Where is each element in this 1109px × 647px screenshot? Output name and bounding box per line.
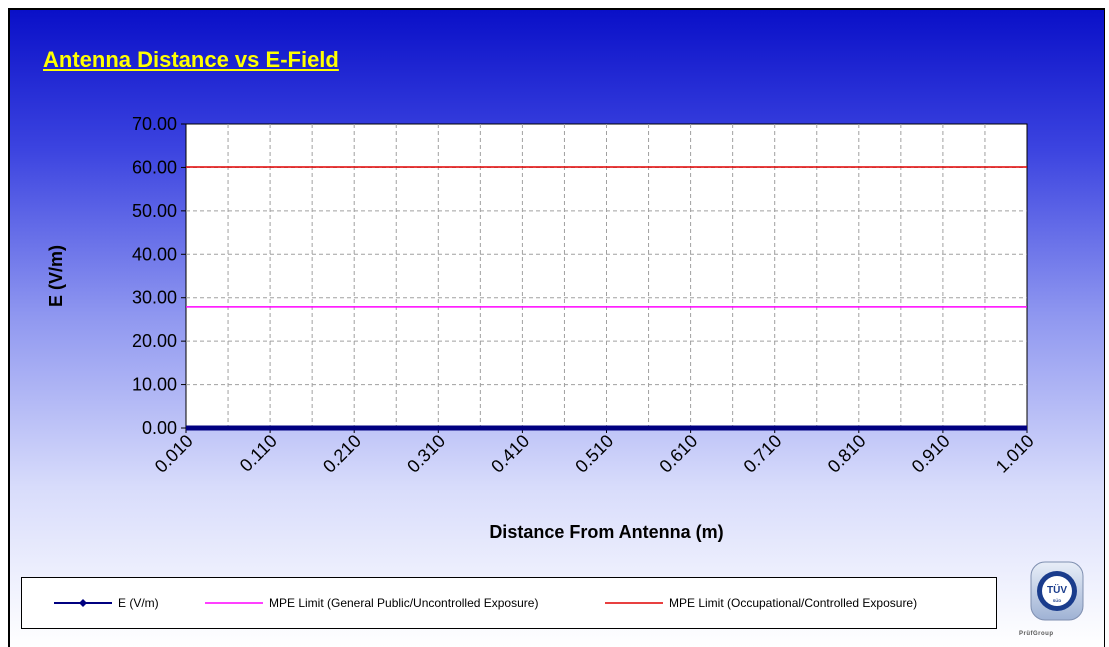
legend-label-occupational: MPE Limit (Occupational/Controlled Expos… — [669, 596, 918, 610]
legend-item-general-public: MPE Limit (General Public/Uncontrolled E… — [205, 578, 538, 628]
logo-text: TÜV — [1047, 583, 1067, 596]
legend-label-e-field: E (V/m) — [118, 596, 159, 610]
y-tick-label: 20.00 — [132, 331, 177, 351]
y-tick-label: 60.00 — [132, 157, 177, 177]
chart-title: Antenna Distance vs E-Field — [43, 47, 339, 72]
logo-caption: PrüfGroup — [1019, 631, 1054, 637]
x-tick-label: 0.910 — [908, 431, 954, 477]
x-tick-label: 0.210 — [319, 431, 365, 477]
y-tick-label: 0.00 — [142, 418, 177, 438]
x-tick-label: 0.610 — [655, 431, 701, 477]
x-tick-label: 0.810 — [824, 431, 870, 477]
legend: E (V/m) MPE Limit (General Public/Uncont… — [21, 577, 997, 629]
y-tick-label: 40.00 — [132, 244, 177, 264]
y-tick-label: 10.00 — [132, 375, 177, 395]
logo-sub: SÜD — [1053, 598, 1062, 603]
chart-area: 0.00 10.00 20.00 30.00 40.00 50.00 60.00 70.00 0… — [46, 114, 1038, 542]
tuv-logo: TÜV SÜD — [1030, 561, 1084, 621]
legend-label-general-public: MPE Limit (General Public/Uncontrolled E… — [269, 596, 539, 610]
x-axis-title: Distance From Antenna (m) — [489, 522, 723, 542]
y-tick-label: 50.00 — [132, 201, 177, 221]
x-tick-label: 0.110 — [236, 431, 281, 476]
legend-swatch-occupational — [605, 602, 663, 604]
legend-swatch-e-field — [54, 599, 112, 607]
legend-swatch-general-public — [205, 602, 263, 604]
x-tick-label: 0.510 — [571, 431, 617, 477]
y-tick-label: 70.00 — [132, 114, 177, 134]
y-axis-title: E (V/m) — [46, 245, 66, 307]
legend-item-e-field: E (V/m) — [54, 578, 159, 628]
y-tick-label: 30.00 — [132, 288, 177, 308]
x-tick-label: 0.710 — [740, 431, 786, 477]
x-tick-label: 0.410 — [487, 431, 533, 477]
x-tick-label: 1.010 — [992, 431, 1038, 477]
legend-item-occupational: MPE Limit (Occupational/Controlled Expos… — [605, 578, 917, 628]
x-tick-label: 0.310 — [403, 431, 449, 477]
